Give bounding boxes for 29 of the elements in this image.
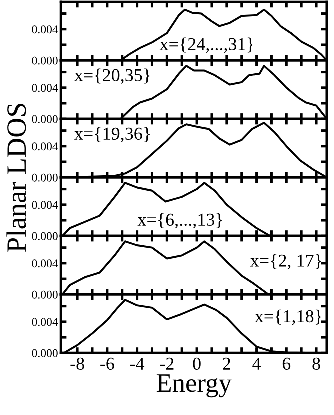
y-tick-label: 0.000 [32,115,58,124]
y-tick-label: 0.004 [32,142,58,151]
annotation: x={20,35} [74,68,150,84]
x-tick-label: 4 [252,358,262,370]
y-tick-label: 0.004 [32,260,58,268]
y-tick-label: 0.000 [32,349,58,358]
annotation: x={24,...,31} [160,38,254,54]
y-tick-label: 0.004 [32,318,58,326]
annotation: x={6,...,13} [138,213,222,229]
x-tick-label: 8 [312,358,320,370]
x-tick-label: 6 [282,358,291,370]
y-tick-label: 0.000 [32,174,58,182]
x-tick-label: 2 [223,358,230,370]
annotation: x={19,36} [74,127,150,143]
y-tick-label: 0.004 [32,84,58,92]
y-tick-label: 0.004 [32,201,58,210]
annotation: x={1,18} [255,310,322,326]
x-tick-label: 0 [193,358,201,370]
y-tick-label: 0.000 [32,56,58,65]
y-tick-label: 0.000 [32,232,58,240]
annotation: x={2, 17} [250,254,322,270]
x-tick-label: -4 [130,358,145,370]
x-tick-label: -2 [160,358,174,370]
x-tick-label: -8 [70,358,84,370]
y-tick-label: 0.004 [32,26,58,34]
x-tick-label: -6 [100,358,114,370]
y-tick-label: 0.000 [32,290,58,299]
y-axis-title: Planar LDOS [6,104,26,252]
x-axis-title: Energy [156,374,232,398]
